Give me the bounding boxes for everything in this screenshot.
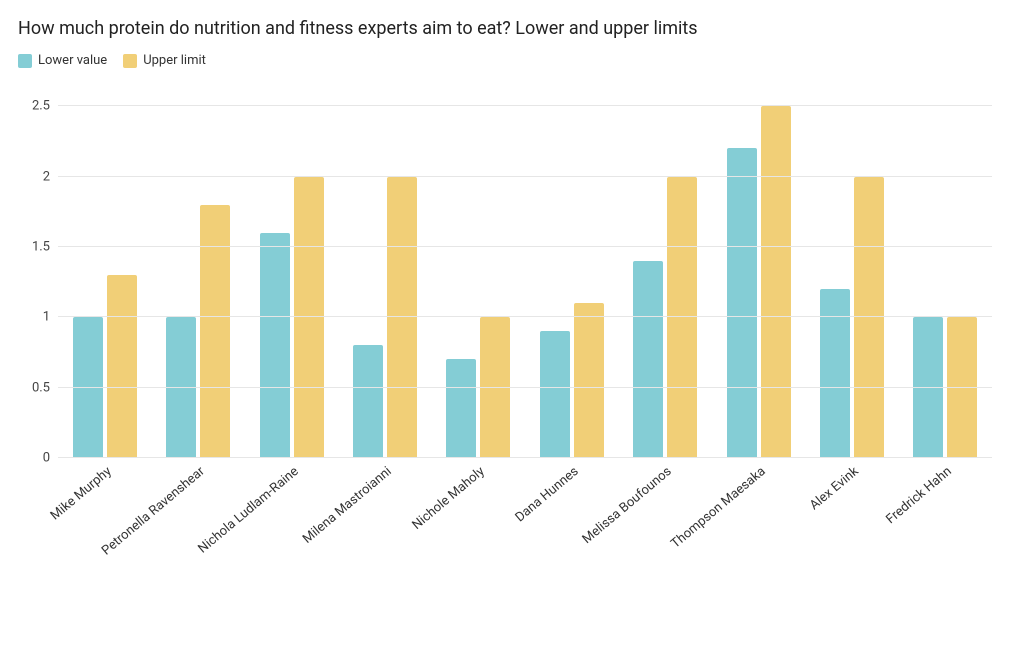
bar-upper xyxy=(854,177,884,458)
x-label-slot: Nichole Maholy xyxy=(432,458,525,578)
bar-upper xyxy=(294,177,324,458)
chart-area: 0 0.5 1 1.5 2 2.5 Mike MurphyPetronella Raven… xyxy=(18,78,1002,578)
bar-lower xyxy=(446,359,476,458)
x-axis-label: Mike Murphy xyxy=(48,464,115,523)
bar-group xyxy=(618,78,711,458)
bar-lower xyxy=(633,261,663,458)
grid-line: 1.5 xyxy=(58,246,992,247)
legend-swatch-upper xyxy=(123,54,137,68)
legend-label-upper: Upper limit xyxy=(143,53,206,68)
bar-upper xyxy=(387,177,417,458)
bar-group xyxy=(245,78,338,458)
chart-title: How much protein do nutrition and fitnes… xyxy=(18,18,1002,39)
bar-group xyxy=(58,78,151,458)
y-tick-label: 0.5 xyxy=(32,380,58,395)
bar-upper xyxy=(200,205,230,458)
bar-group xyxy=(338,78,431,458)
y-tick-label: 0 xyxy=(43,451,58,466)
legend-item-upper: Upper limit xyxy=(123,53,206,68)
y-tick-label: 1 xyxy=(43,310,58,325)
plot-area: 00.511.522.5 xyxy=(58,78,992,458)
bar-lower xyxy=(820,289,850,458)
bar-upper xyxy=(574,303,604,458)
legend-item-lower: Lower value xyxy=(18,53,107,68)
bar-upper xyxy=(761,106,791,458)
grid-line: 1 xyxy=(58,316,992,317)
bar-group xyxy=(525,78,618,458)
legend-swatch-lower xyxy=(18,54,32,68)
bar-lower xyxy=(353,345,383,458)
x-label-slot: Fredrick Hahn xyxy=(899,458,992,578)
grid-line: 2 xyxy=(58,176,992,177)
x-axis-labels: Mike MurphyPetronella RavenshearNichola … xyxy=(58,458,992,578)
bar-group xyxy=(151,78,244,458)
legend-label-lower: Lower value xyxy=(38,53,107,68)
bar-lower xyxy=(727,148,757,458)
bar-group xyxy=(899,78,992,458)
bars-container xyxy=(58,78,992,458)
bar-group xyxy=(712,78,805,458)
y-tick-label: 1.5 xyxy=(32,239,58,254)
bar-lower xyxy=(260,233,290,458)
bar-upper xyxy=(667,177,697,458)
y-tick-label: 2 xyxy=(43,169,58,184)
grid-line: 0.5 xyxy=(58,387,992,388)
bar-group xyxy=(805,78,898,458)
grid-line: 2.5 xyxy=(58,105,992,106)
bar-group xyxy=(432,78,525,458)
x-axis-label: Alex Evink xyxy=(807,464,862,513)
legend: Lower value Upper limit xyxy=(18,53,1002,68)
x-label-slot: Thompson Maesaka xyxy=(712,458,805,578)
bar-upper xyxy=(107,275,137,458)
y-tick-label: 2.5 xyxy=(32,99,58,114)
bar-lower xyxy=(540,331,570,458)
